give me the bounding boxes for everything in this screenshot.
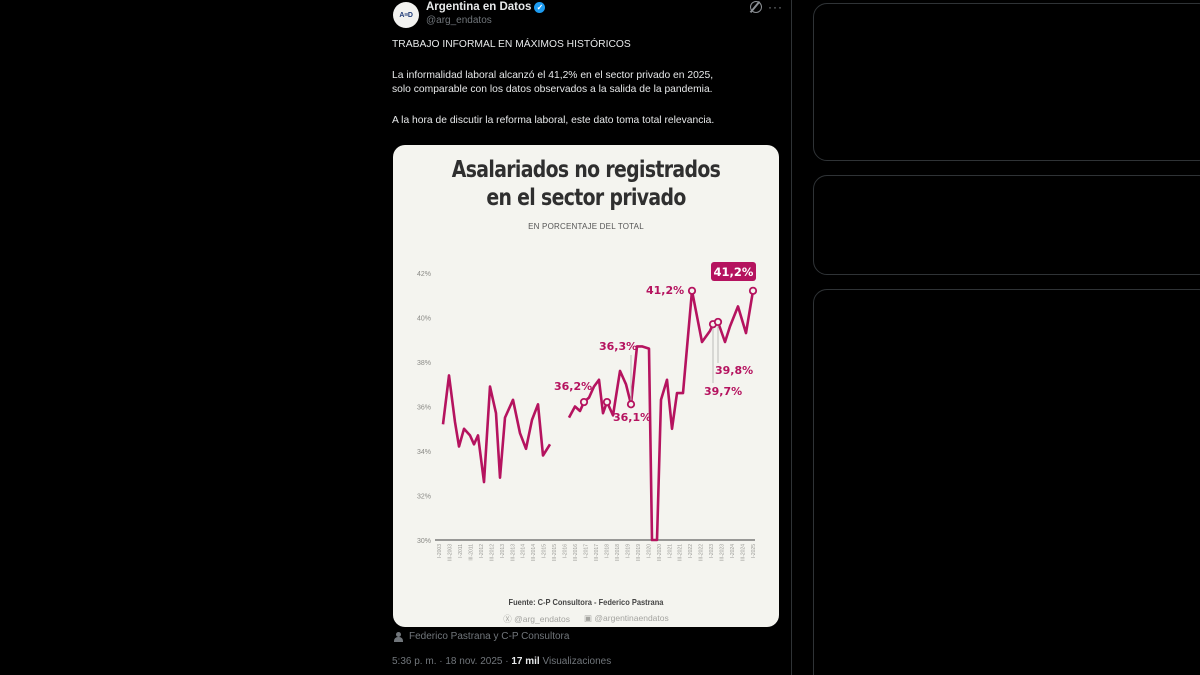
x-tick-label: I-2014	[521, 544, 527, 558]
annotation-label: 36,2%	[554, 380, 592, 393]
instagram-social-handle: ▣ @argentinaendatos	[584, 613, 669, 623]
tweet: A≡D Argentina en Datos ✓ @arg_endatos ··…	[388, 0, 788, 675]
media-credit: Federico Pastrana y C-P Consultora	[394, 631, 569, 642]
x-tick-label: III-2013	[510, 544, 516, 561]
y-tick-label: 42%	[417, 271, 431, 278]
x-tick-label: I-2012	[479, 544, 485, 558]
highlight-badge-label: 41,2%	[714, 265, 754, 279]
sidebar-panel-3	[813, 289, 1200, 675]
author-name-text[interactable]: Argentina en Datos	[426, 1, 532, 13]
annotation-label: 36,3%	[599, 340, 637, 353]
verified-badge-icon: ✓	[534, 1, 546, 13]
data-point-marker	[713, 317, 723, 327]
x-tick-label: III-2018	[615, 544, 621, 561]
x-tick-label: I-2019	[625, 544, 631, 558]
views-label: Visualizaciones	[542, 656, 612, 667]
x-tick-label: I-2020	[646, 544, 652, 558]
chart-source: Fuente: C-P Consultora - Federico Pastra…	[508, 597, 664, 607]
highlight-badge	[711, 262, 756, 281]
data-point-marker	[579, 397, 589, 407]
tweet-headline: TRABAJO INFORMAL EN MÁXIMOS HISTÓRICOS	[392, 39, 631, 50]
chart-image[interactable]: Asalariados no registrados en el sector …	[393, 145, 779, 627]
tweet-paragraph-1-line-2: solo comparable con los datos observados…	[392, 84, 713, 95]
x-tick-label: I-2013	[500, 544, 506, 558]
x-tick-label: I-2003	[437, 544, 443, 558]
x-tick-label: III-2019	[636, 544, 642, 561]
avatar[interactable]: A≡D	[393, 2, 419, 28]
y-tick-label: 38%	[417, 360, 431, 367]
x-tick-label: III-2020	[657, 544, 663, 561]
y-tick-label: 40%	[417, 316, 431, 323]
chart-subtitle: EN PORCENTAJE DEL TOTAL	[528, 222, 644, 231]
annotation-label: 41,2%	[646, 284, 684, 297]
x-tick-label: I-2023	[709, 544, 715, 558]
x-tick-label: I-2022	[688, 544, 694, 558]
grok-icon[interactable]	[750, 1, 762, 13]
x-tick-label: III-2024	[741, 544, 747, 561]
x-tick-label: I-2011	[458, 544, 464, 558]
x-social-handle: Ⓧ @arg_endatos	[503, 614, 571, 624]
annotation-label: 36,1%	[613, 411, 651, 424]
x-tick-label: III-2011	[468, 544, 474, 561]
series-line-1	[441, 374, 552, 484]
person-icon	[394, 631, 403, 642]
x-tick-label: I-2016	[563, 544, 569, 558]
x-tick-label: I-2015	[542, 544, 548, 558]
data-point-marker	[748, 286, 758, 295]
x-tick-label: III-2022	[699, 544, 705, 561]
data-point-marker	[626, 400, 636, 409]
tweet-date[interactable]: 18 nov. 2025	[445, 656, 503, 667]
author-handle[interactable]: @arg_endatos	[426, 15, 492, 26]
annotation-label: 39,8%	[715, 364, 753, 377]
credit-text: Federico Pastrana y C-P Consultora	[409, 631, 570, 642]
x-tick-label: I-2024	[730, 544, 736, 558]
series-line-2	[567, 289, 755, 542]
annotation-label: 39,7%	[704, 385, 742, 398]
y-tick-label: 30%	[417, 538, 431, 545]
x-tick-label: III-2003	[447, 544, 453, 561]
x-tick-label: III-2015	[552, 544, 558, 561]
x-tick-label: I-2017	[584, 544, 590, 558]
column-divider	[791, 0, 792, 675]
x-tick-label: III-2023	[720, 544, 726, 561]
y-tick-label: 32%	[417, 494, 431, 501]
sidebar-panel-2	[813, 175, 1200, 275]
line-chart: 30% 32% 34% 36% 38% 40% 42% I-2003 III-2003 I-201…	[417, 262, 758, 561]
chart-socials: Ⓧ @arg_endatos ▣ @argentinaendatos	[393, 613, 779, 625]
x-tick-label: III-2017	[594, 544, 600, 561]
tweet-paragraph-1-line-1: La informalidad laboral alcanzó el 41,2%…	[392, 70, 714, 81]
y-tick-label: 34%	[417, 449, 431, 456]
x-tick-label: I-2025	[751, 544, 757, 558]
author-name[interactable]: Argentina en Datos ✓	[426, 1, 546, 13]
x-tick-label: III-2021	[678, 544, 684, 561]
data-point-marker	[687, 286, 697, 295]
sidebar-panel-1	[813, 3, 1200, 161]
tweet-time[interactable]: 5:36 p. m.	[392, 656, 437, 667]
chart-title-line-2: en el sector privado	[486, 185, 686, 211]
tweet-paragraph-2: A la hora de discutir la reforma laboral…	[392, 115, 715, 126]
x-tick-label: III-2012	[489, 544, 495, 561]
x-tick-label: I-2018	[604, 544, 610, 558]
x-tick-label: III-2016	[573, 544, 579, 561]
views-count: 17 mil	[511, 656, 540, 667]
tweet-meta: 5:36 p. m. · 18 nov. 2025 · 17 mil Visua…	[392, 656, 612, 667]
chart-title-line-1: Asalariados no registrados	[451, 157, 721, 183]
data-point-marker	[602, 397, 612, 407]
x-tick-label: III-2014	[531, 544, 537, 561]
more-options-icon[interactable]: ···	[768, 0, 783, 14]
y-tick-label: 36%	[417, 405, 431, 412]
x-tick-label: I-2021	[667, 544, 673, 558]
